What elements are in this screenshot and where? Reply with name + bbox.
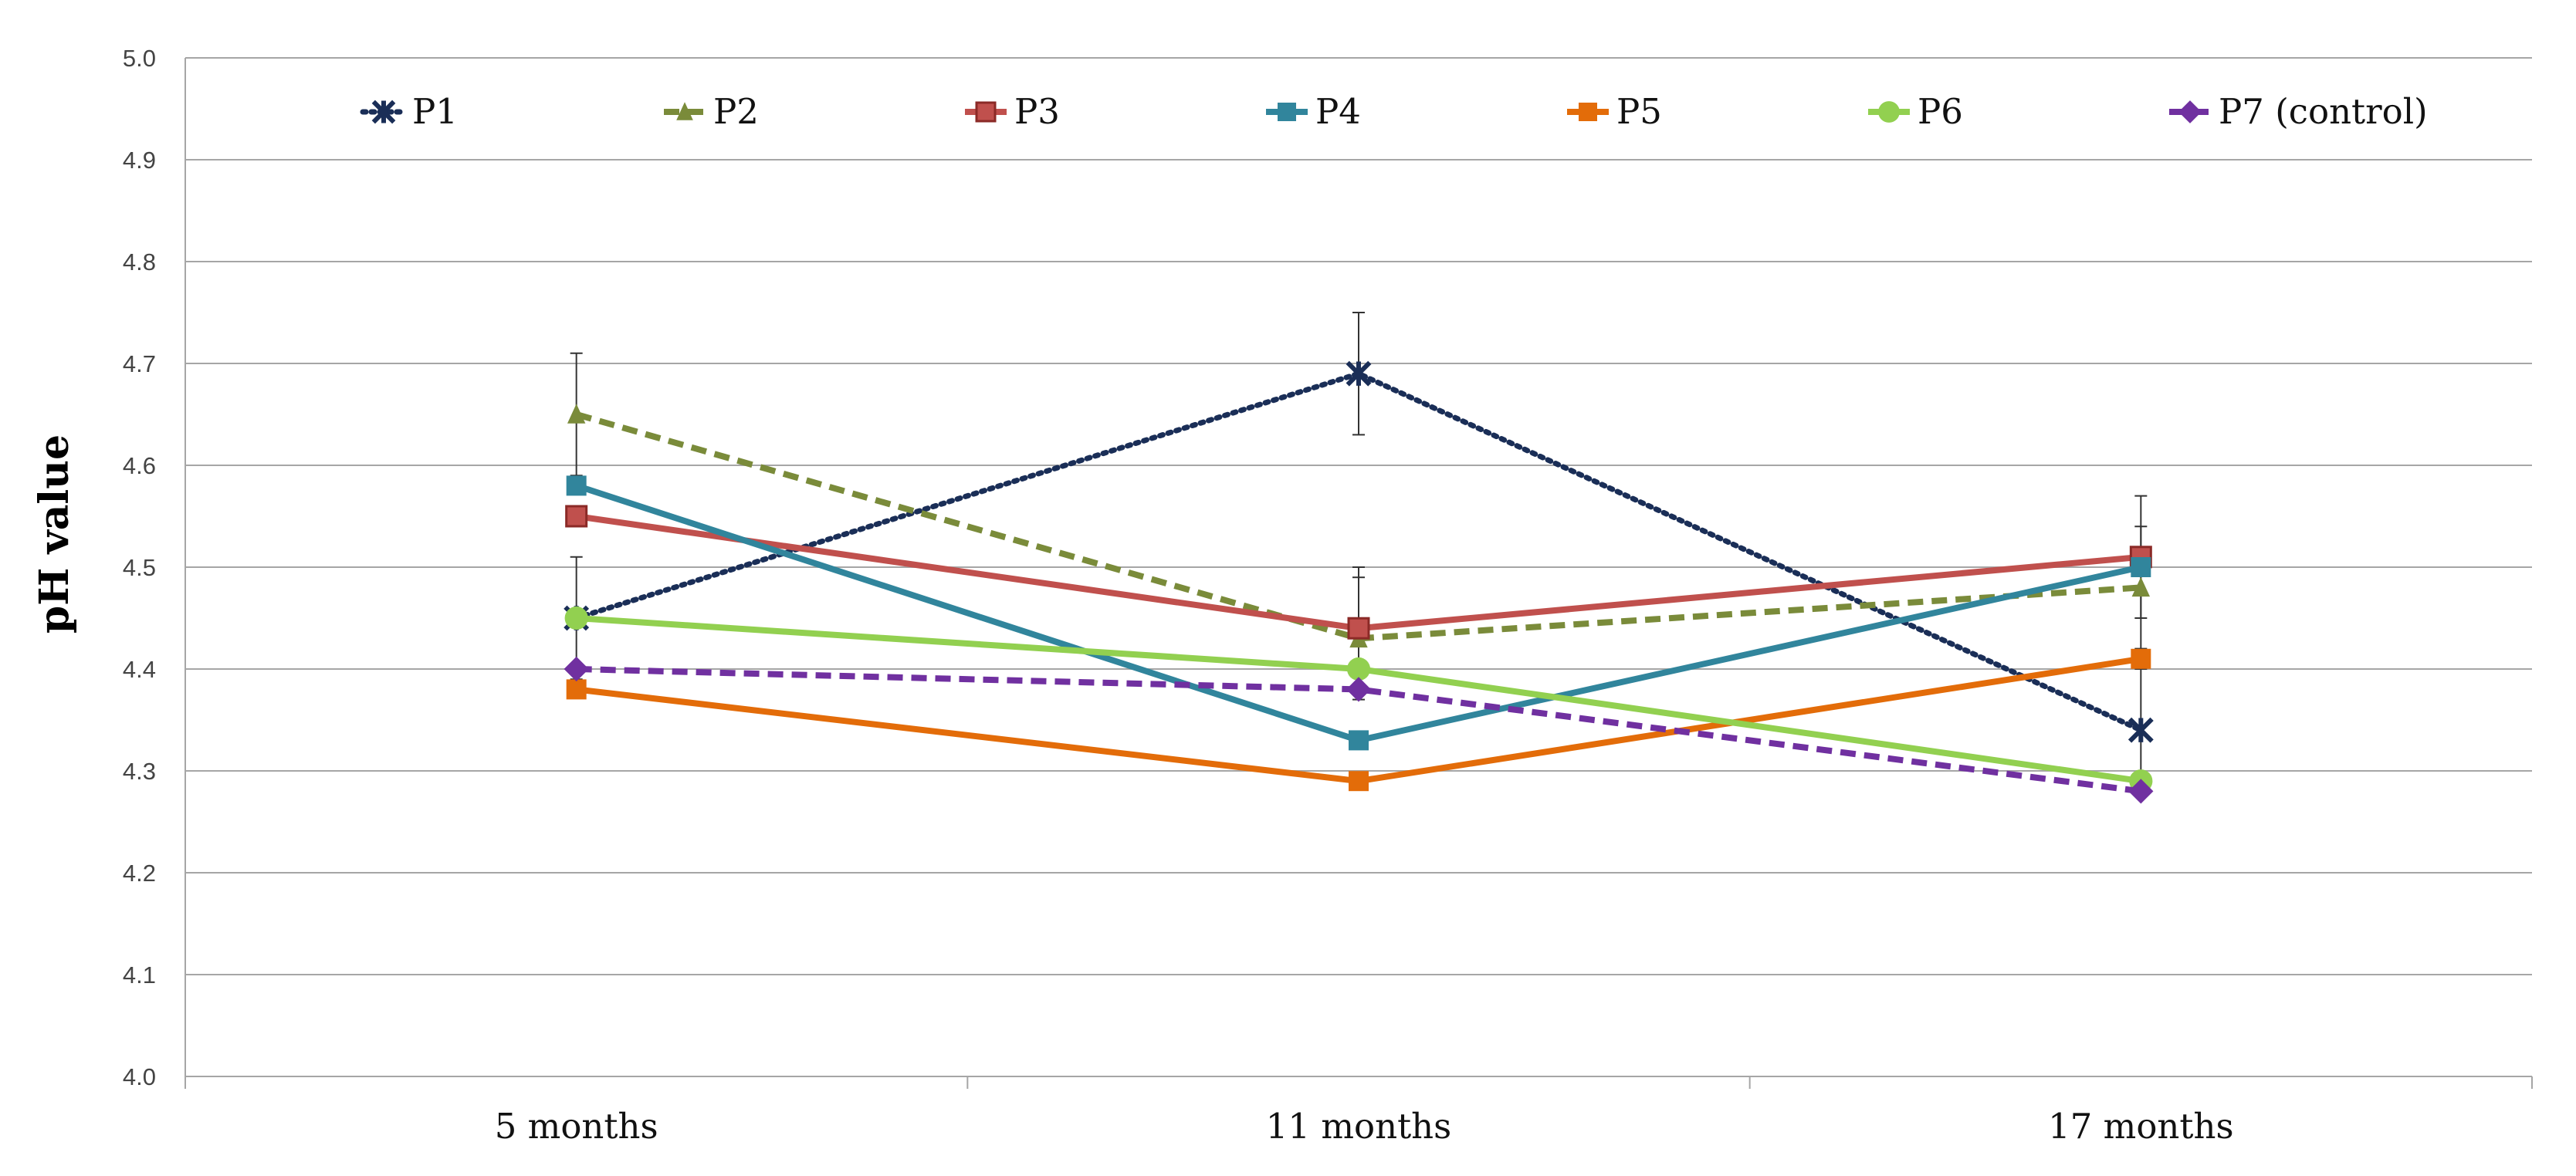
y-tick-label: 4.7	[123, 350, 156, 377]
legend-marker	[1878, 101, 1900, 123]
legend-item: P4	[1266, 91, 1361, 132]
data-point	[1346, 677, 1372, 702]
data-point	[564, 656, 589, 682]
data-point	[1349, 730, 1369, 751]
data-point	[1346, 657, 1371, 681]
legend-label: P2	[713, 91, 759, 132]
y-tick-label: 4.1	[123, 961, 156, 988]
x-tick-label: 5 months	[495, 1106, 658, 1147]
legend-item: P1	[360, 91, 458, 132]
legend: P1 P2 P3 P4 P5 P6 P7 (control)	[360, 91, 2428, 132]
legend-marker	[975, 101, 997, 123]
data-point	[564, 606, 588, 630]
series-p7-control	[564, 656, 2154, 804]
legend-marker	[676, 102, 693, 120]
data-point	[2128, 779, 2154, 804]
y-tick-label: 4.5	[123, 554, 156, 581]
data-point	[566, 475, 587, 496]
y-tick-label: 4.0	[123, 1063, 156, 1090]
data-point	[2131, 557, 2151, 577]
y-axis-label: pH value	[31, 434, 78, 634]
legend-item: P7 (control)	[2169, 91, 2428, 132]
series-p3	[565, 505, 2152, 640]
legend-item: P3	[965, 91, 1060, 132]
y-tick-label: 4.6	[123, 452, 156, 479]
legend-item: P5	[1567, 91, 1662, 132]
legend-marker	[1579, 103, 1597, 121]
legend-label: P7 (control)	[2219, 91, 2428, 132]
y-tick-label: 4.3	[123, 758, 156, 785]
y-tick-label: 4.9	[123, 147, 156, 174]
data-point	[1346, 360, 1372, 387]
data-point	[1347, 617, 1370, 640]
x-axis: 5 months 11 months 17 months	[184, 58, 2533, 1147]
data-point	[565, 505, 588, 528]
legend-marker	[2178, 100, 2202, 123]
data-point	[2127, 717, 2154, 743]
x-tick-label: 11 months	[1266, 1106, 1451, 1147]
y-tick-label: 4.2	[123, 860, 156, 887]
legend-item: P6	[1868, 91, 1963, 132]
legend-label: P5	[1616, 91, 1662, 132]
series-p5	[566, 648, 2151, 792]
y-tick-label: 4.4	[123, 656, 156, 683]
y-axis-ticks: 4.0 4.1 4.2 4.3 4.4 4.5 4.6 4.7 4.8 4.9 5.0	[123, 45, 156, 1090]
series-p4	[566, 475, 2151, 751]
legend-label: P4	[1315, 91, 1361, 132]
data-point	[1349, 771, 1369, 792]
legend-label: P1	[412, 91, 458, 132]
legend-label: P3	[1014, 91, 1060, 132]
data-point	[567, 404, 586, 424]
data-point	[566, 679, 587, 700]
legend-marker	[371, 100, 396, 124]
legend-label: P6	[1918, 91, 1963, 132]
legend-marker	[1278, 103, 1296, 121]
legend-item: P2	[664, 91, 759, 132]
series-lines	[564, 360, 2154, 804]
x-tick-label: 17 months	[2048, 1106, 2233, 1147]
data-point	[2131, 576, 2151, 597]
y-tick-label: 4.8	[123, 248, 156, 275]
y-tick-label: 5.0	[123, 45, 156, 72]
data-point	[2131, 648, 2151, 669]
